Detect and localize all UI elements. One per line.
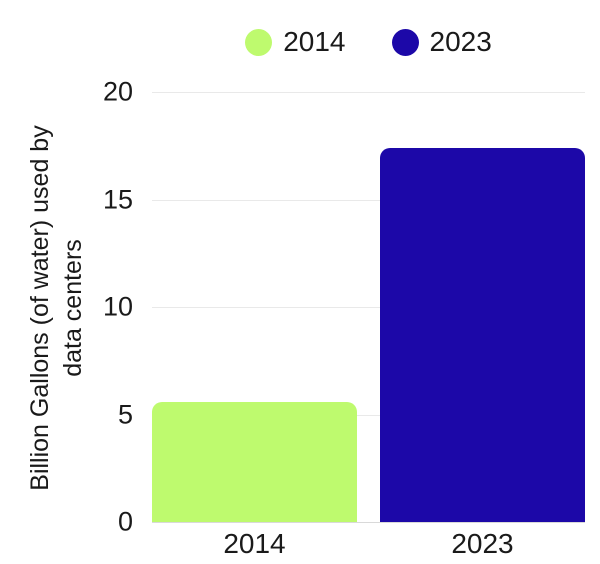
gridline-10 [152,307,585,308]
y-axis-title: Billion Gallons (of water) used by data … [24,88,90,528]
legend-item-2023: 2023 [391,26,492,57]
y-axis-title-line-2: data centers [59,239,87,377]
chart-legend: 2014 2023 [152,27,585,57]
y-tick-label-10: 10 [102,291,133,322]
gridline-20 [152,92,585,93]
y-tick-label-5: 5 [117,399,133,430]
gridline-15 [152,200,585,201]
gridline-5 [152,415,585,416]
x-tick-label-2014: 2014 [223,528,286,559]
legend-marker-circle-2023 [391,28,419,56]
bar-2014 [152,402,357,522]
x-tick-label-2023: 2023 [451,528,514,559]
y-tick-label-20: 20 [102,76,133,107]
legend-marker-circle-2014 [245,28,273,56]
legend-label-2023: 2023 [429,26,492,57]
y-tick-label-0: 0 [117,506,133,537]
bar-2023 [380,148,585,522]
y-tick-label-15: 15 [102,184,133,215]
legend-item-2014: 2014 [245,26,346,57]
y-axis-title-line-1: Billion Gallons (of water) used by [26,125,54,491]
legend-label-2014: 2014 [283,26,346,57]
x-axis-baseline [152,522,585,523]
